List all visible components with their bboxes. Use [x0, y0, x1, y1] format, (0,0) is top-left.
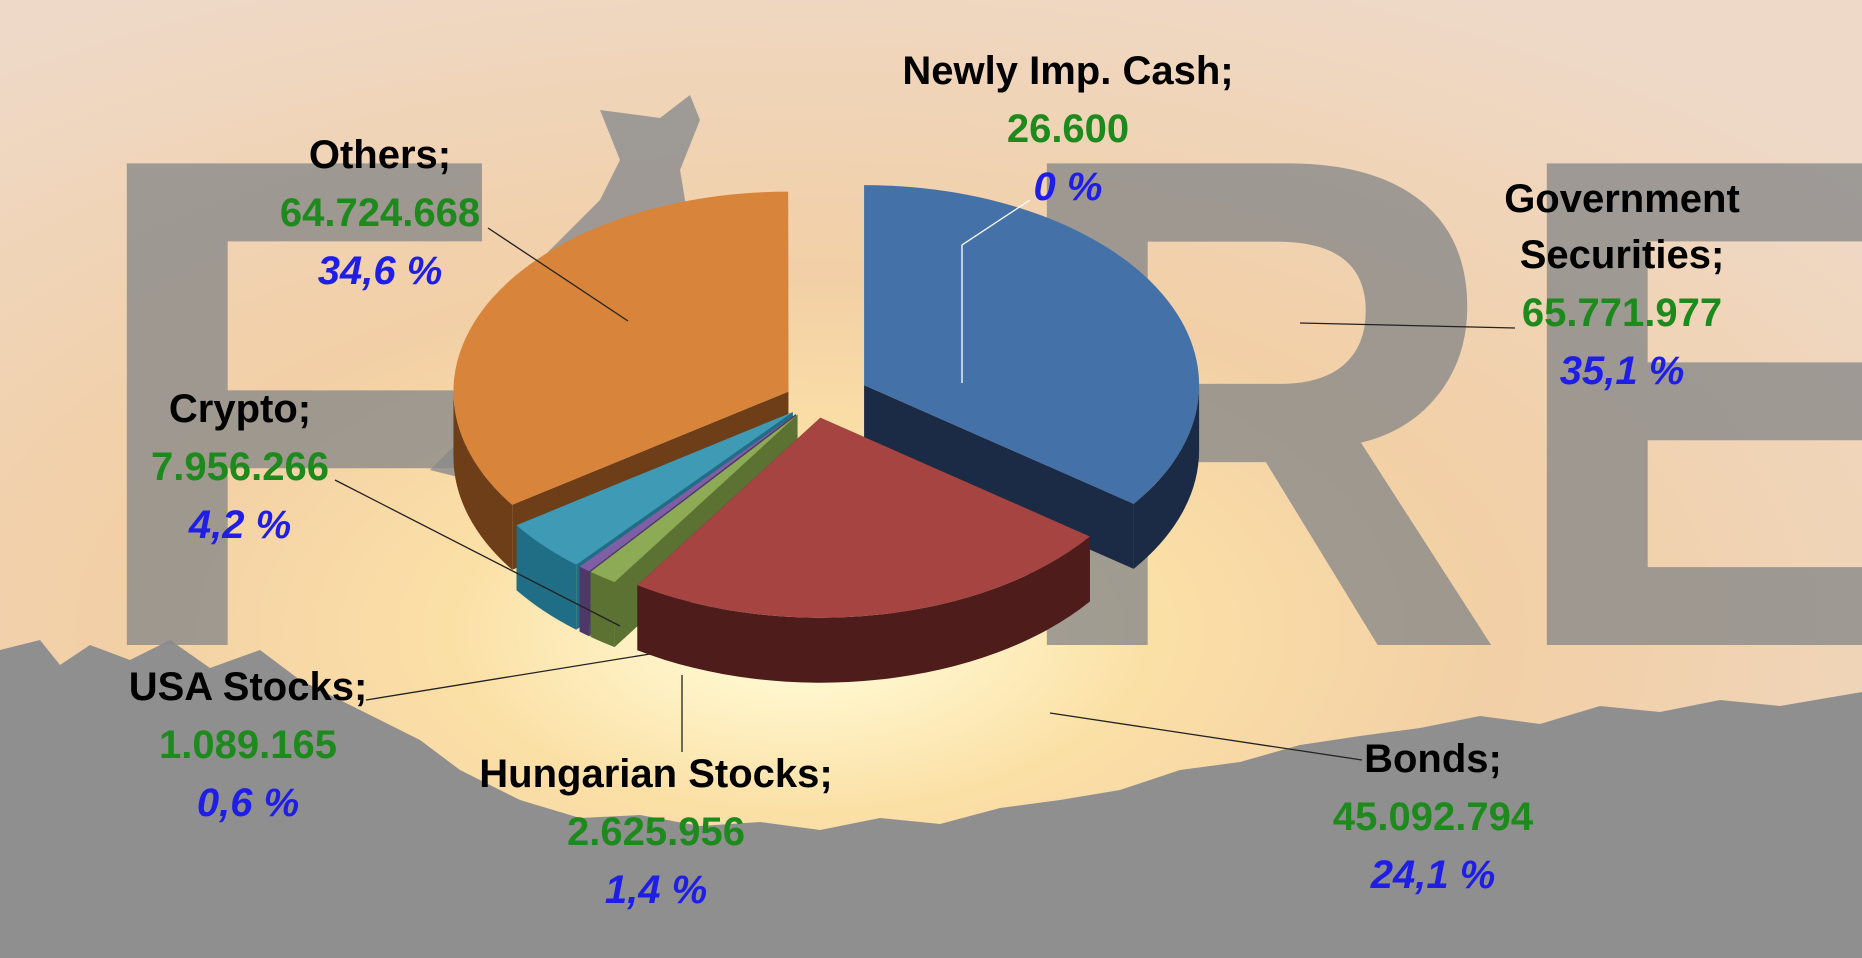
slice-others-rim-0 [453, 391, 513, 570]
label-bonds-percent: 24,1 % [1370, 853, 1496, 897]
slice-government-securities-rim-0 [1133, 385, 1200, 569]
leader-line-others [487, 227, 629, 322]
slice-bonds-rim-0 [637, 536, 1090, 683]
label-hungarian-stocks: Hungarian Stocks; 2.625.956 1,4 % [479, 752, 832, 912]
slice-crypto-rim-0 [516, 525, 577, 630]
label-newly-imp-cash: Newly Imp. Cash; 26.600 0 % [902, 49, 1233, 209]
data-labels: Government Securities; 65.771.977 35,1 % Bon… [129, 49, 1740, 912]
label-usa-stocks-percent: 0,6 % [197, 781, 299, 825]
pie-slices [453, 185, 1200, 683]
leader-line-bonds [1049, 712, 1363, 761]
label-usa-stocks: USA Stocks; 1.089.165 0,6 % [129, 665, 368, 825]
leader-lines [334, 199, 1516, 761]
label-newly-imp-cash-percent: 0 % [1034, 165, 1103, 209]
label-others-value: 64.724.668 [280, 191, 480, 235]
slice-others-top [453, 191, 789, 505]
leader-line-newly-imp-cash [961, 199, 1031, 383]
label-bonds-name: Bonds; [1364, 737, 1502, 781]
slice-government-securities-top [864, 185, 1200, 504]
label-others-percent: 34,6 % [318, 249, 443, 293]
label-crypto-name: Crypto; [169, 387, 311, 431]
label-government-securities-value: 65.771.977 [1522, 291, 1722, 335]
slice-government-securities [864, 185, 1200, 569]
label-government-securities-name: Government Securities; [1504, 177, 1740, 277]
label-usa-stocks-name: USA Stocks; [129, 665, 368, 709]
background-grass [0, 640, 1862, 958]
slice-usa-stocks-top [579, 413, 797, 572]
label-usa-stocks-value: 1.089.165 [159, 723, 337, 767]
slice-usa-stocks-rim-0 [579, 566, 590, 637]
label-crypto: Crypto; 7.956.266 4,2 % [151, 387, 329, 547]
label-government-securities: Government Securities; 65.771.977 35,1 % [1504, 177, 1740, 393]
label-hungarian-stocks-value: 2.625.956 [567, 810, 745, 854]
slice-government-securities-side-end [864, 385, 1134, 569]
slice-hungarian-stocks-rim-0 [590, 571, 615, 648]
leader-line-crypto [334, 479, 621, 627]
label-bonds: Bonds; 45.092.794 24,1 % [1333, 737, 1534, 897]
label-hungarian-stocks-percent: 1,4 % [605, 868, 707, 912]
label-others: Others; 64.724.668 34,6 % [280, 133, 480, 293]
label-others-name: Others; [309, 133, 451, 177]
background-letter-e: E [1500, 12, 1862, 794]
label-bonds-value: 45.092.794 [1333, 795, 1534, 839]
slice-bonds [637, 417, 1090, 683]
label-government-securities-percent: 35,1 % [1560, 349, 1685, 393]
leader-line-usa-stocks [365, 653, 651, 701]
slice-crypto-top [516, 412, 793, 565]
label-hungarian-stocks-name: Hungarian Stocks; [479, 752, 832, 796]
label-newly-imp-cash-name: Newly Imp. Cash; [902, 49, 1233, 93]
label-crypto-value: 7.956.266 [151, 445, 329, 489]
leader-line-government-securities [1299, 322, 1516, 329]
label-crypto-percent: 4,2 % [188, 503, 291, 547]
label-newly-imp-cash-value: 26.600 [1007, 107, 1129, 151]
background-letter-f: F [80, 12, 508, 794]
slice-bonds-top [637, 417, 1090, 618]
slice-hungarian-stocks-top [590, 414, 798, 583]
